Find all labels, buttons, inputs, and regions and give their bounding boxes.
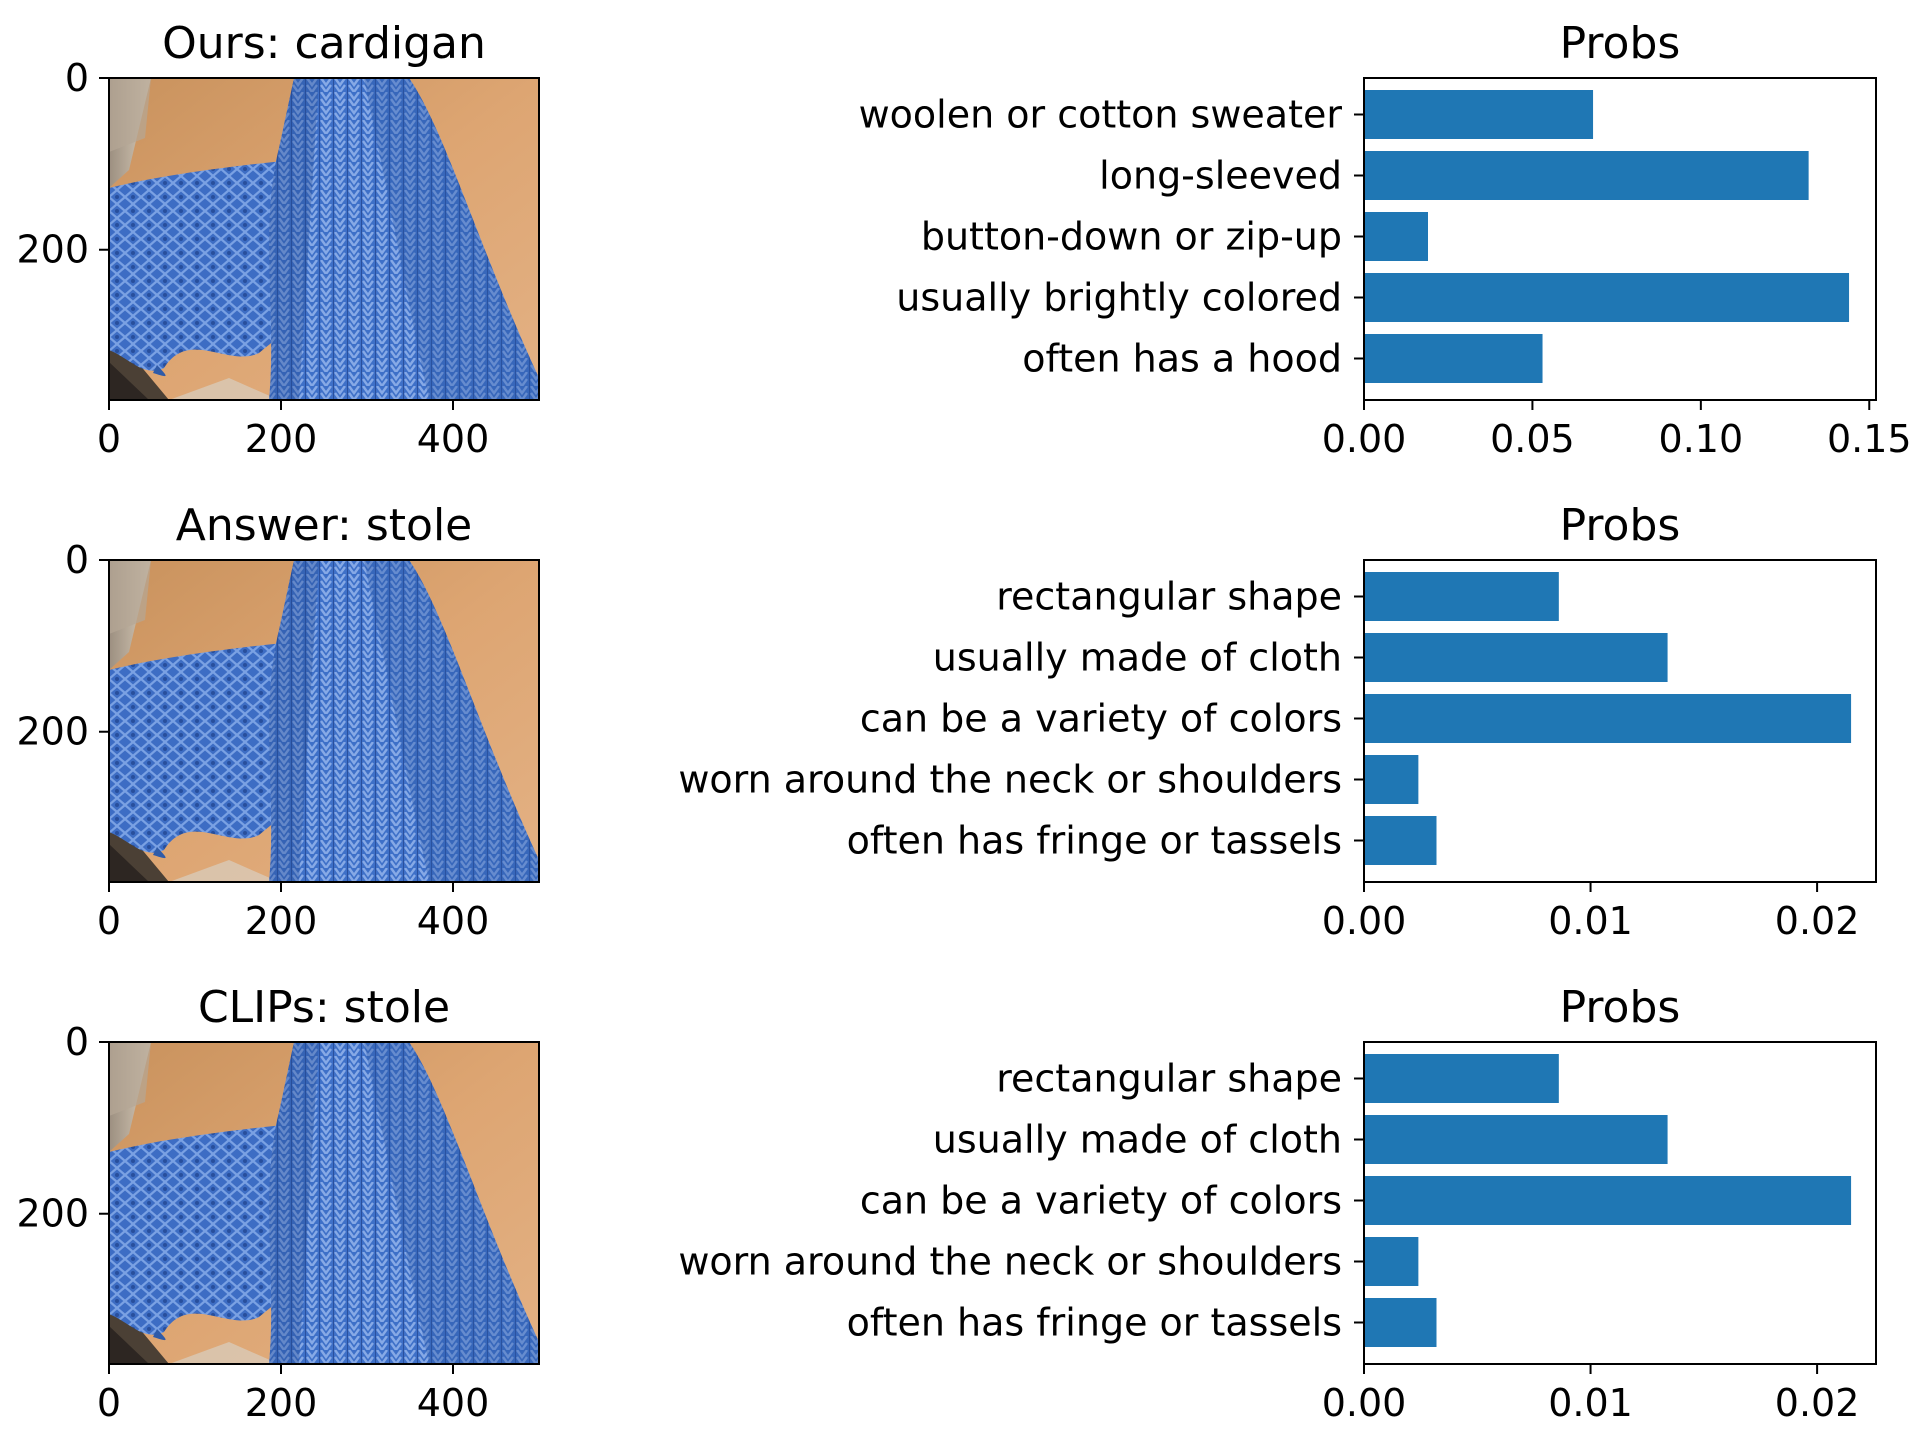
image-y-tick-label: 200 [16, 228, 89, 272]
category-label: often has fringe or tassels [847, 819, 1342, 863]
image-frame [108, 559, 540, 883]
category-label: rectangular shape [996, 1057, 1342, 1101]
category-label: button-down or zip-up [921, 215, 1342, 259]
image-x-tick-label: 400 [417, 417, 490, 461]
scarf-photo [109, 1042, 539, 1364]
bar [1364, 1115, 1668, 1164]
bar [1364, 1176, 1852, 1225]
image-x-tick-label: 0 [97, 899, 121, 943]
chart-frame [1363, 77, 1877, 401]
row-1: Ours: cardigan 0 200 400 0 200 Probs woolen or … [16, 18, 1911, 461]
x-tick-label: 0.01 [1548, 899, 1633, 943]
x-tick-label: 0.00 [1322, 417, 1407, 461]
x-tick-label: 0.02 [1775, 899, 1860, 943]
category-label: can be a variety of colors [860, 1179, 1342, 1223]
image-frame [108, 1041, 540, 1365]
category-label: can be a variety of colors [860, 697, 1342, 741]
image-x-tick-label: 400 [417, 1381, 490, 1425]
category-label: often has a hood [1022, 337, 1342, 381]
bar [1364, 334, 1543, 383]
x-tick-label: 0.00 [1322, 1381, 1407, 1425]
bar-chart: Probs woolen or cotton sweater long-sleeve… [859, 18, 1912, 461]
category-label: usually brightly colored [896, 276, 1342, 320]
image-title: Ours: cardigan [162, 18, 486, 69]
scarf-photo [109, 560, 539, 882]
image-x-tick-label: 400 [417, 899, 490, 943]
bar [1364, 273, 1850, 322]
scarf-photo [109, 78, 539, 400]
category-label: usually made of cloth [933, 636, 1342, 680]
bar [1364, 90, 1594, 139]
chart-title: Probs [1560, 982, 1681, 1033]
image-x-tick-label: 200 [245, 899, 318, 943]
category-label: worn around the neck or shoulders [678, 758, 1342, 802]
image-y-tick-label: 200 [16, 710, 89, 754]
bar [1364, 212, 1428, 261]
chart-title: Probs [1560, 18, 1681, 69]
chart-title: Probs [1560, 500, 1681, 551]
category-label: often has fringe or tassels [847, 1301, 1342, 1345]
bar [1364, 151, 1809, 200]
image-frame [108, 77, 540, 401]
bar [1364, 572, 1559, 621]
chart-frame [1363, 1041, 1877, 1365]
bar [1364, 694, 1852, 743]
x-tick-label: 0.00 [1322, 899, 1407, 943]
bar [1364, 1054, 1559, 1103]
category-label: usually made of cloth [933, 1118, 1342, 1162]
image-title: Answer: stole [176, 500, 472, 551]
image-x-tick-label: 0 [97, 1381, 121, 1425]
x-tick-label: 0.05 [1490, 417, 1575, 461]
image-y-tick-label: 0 [65, 56, 89, 100]
bar [1364, 1298, 1437, 1347]
category-label: woolen or cotton sweater [859, 93, 1343, 137]
category-label: rectangular shape [996, 575, 1342, 619]
image-title: CLIPs: stole [198, 982, 450, 1033]
x-tick-label: 0.15 [1827, 417, 1912, 461]
x-tick-label: 0.10 [1659, 417, 1744, 461]
image-panel: CLIPs: stole 0 200 400 0 200 [16, 982, 540, 1425]
category-label: long-sleeved [1099, 154, 1342, 198]
image-x-tick-label: 200 [245, 417, 318, 461]
image-y-tick-label: 200 [16, 1192, 89, 1236]
image-y-tick-label: 0 [65, 538, 89, 582]
x-tick-label: 0.02 [1775, 1381, 1860, 1425]
image-panel: Ours: cardigan 0 200 400 0 200 [16, 18, 540, 461]
image-x-tick-label: 0 [97, 417, 121, 461]
image-x-tick-label: 200 [245, 1381, 318, 1425]
x-tick-label: 0.01 [1548, 1381, 1633, 1425]
bar [1364, 1237, 1419, 1286]
bar [1364, 633, 1668, 682]
bar-chart: Probs rectangular shape usually made of cl… [678, 500, 1877, 943]
category-label: worn around the neck or shoulders [678, 1240, 1342, 1284]
chart-frame [1363, 559, 1877, 883]
image-y-tick-label: 0 [65, 1020, 89, 1064]
row-2: Answer: stole 0 200 400 0 200 Probs rectangular… [16, 500, 1877, 943]
image-panel: Answer: stole 0 200 400 0 200 [16, 500, 540, 943]
row-3: CLIPs: stole 0 200 400 0 200 Probs rectangular … [16, 982, 1877, 1425]
bar [1364, 816, 1437, 865]
bar-chart: Probs rectangular shape usually made of cl… [678, 982, 1877, 1425]
bar [1364, 755, 1419, 804]
